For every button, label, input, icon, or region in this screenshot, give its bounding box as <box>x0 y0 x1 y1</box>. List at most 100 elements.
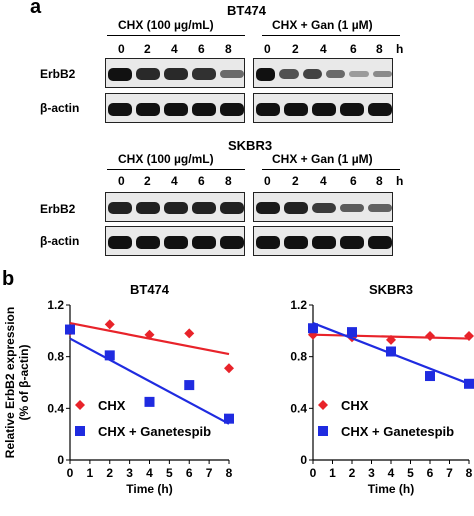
data-point-ganetespib <box>184 380 195 391</box>
data-point-ganetespib <box>308 323 318 334</box>
blot-band <box>368 235 392 249</box>
data-point-chx <box>144 329 155 340</box>
data-point-ganetespib <box>224 413 234 424</box>
block2-cond-right-underline <box>262 169 400 170</box>
time-label-right-0: 0 <box>264 174 271 188</box>
x-tick-label: 0 <box>67 466 74 480</box>
x-tick-label: 8 <box>466 466 473 480</box>
block1-actin-blot-right <box>253 93 393 123</box>
block2-row1-label: ErbB2 <box>40 202 76 216</box>
blot-band <box>220 235 244 249</box>
block1-row1-label: ErbB2 <box>40 67 76 81</box>
x-tick-label: 5 <box>407 466 414 480</box>
x-tick-label: 7 <box>206 466 213 480</box>
blot-band <box>256 235 280 249</box>
data-point-ganetespib <box>386 346 396 357</box>
block1-erbb2-blot-left <box>105 58 245 88</box>
blot-band <box>136 102 160 116</box>
y-axis-label: Relative ErbB2 expression <box>3 307 17 458</box>
data-point-chx <box>464 331 474 341</box>
blot-band <box>220 201 244 215</box>
time-label-left-2: 2 <box>144 174 151 188</box>
blot-band <box>284 102 308 116</box>
blot-band <box>164 235 188 249</box>
blot-band <box>108 102 132 116</box>
blot-band <box>312 235 336 249</box>
time-label-right-8: 8 <box>376 42 383 56</box>
y-tick-label: 1.2 <box>47 298 64 312</box>
blot-band <box>164 102 188 116</box>
block1-actin-blot-left <box>105 93 245 123</box>
legend-label-ganetespib: CHX + Ganetespib <box>341 424 454 439</box>
time-label-left-0: 0 <box>118 42 125 56</box>
time-label-right-4: 4 <box>320 174 327 188</box>
data-point-ganetespib <box>104 350 115 361</box>
x-tick-label: 2 <box>106 466 113 480</box>
data-point-chx <box>425 331 435 341</box>
data-point-chx <box>184 328 195 339</box>
x-tick-label: 3 <box>126 466 133 480</box>
blot-band <box>164 201 188 215</box>
chart-title: SKBR3 <box>369 282 413 297</box>
y-axis-label: (% of β-actin) <box>17 345 31 421</box>
data-point-chx <box>104 319 115 330</box>
block2-erbb2-blot-left <box>105 192 245 222</box>
blot-band <box>164 68 188 80</box>
blot-band <box>136 201 160 215</box>
blot-band <box>340 235 364 249</box>
blot-band <box>284 235 308 249</box>
x-tick-label: 6 <box>186 466 193 480</box>
y-tick-label: 1.2 <box>290 298 307 312</box>
time-label-left-0: 0 <box>118 174 125 188</box>
data-point-ganetespib <box>464 378 474 389</box>
x-axis-label: Time (h) <box>126 482 172 496</box>
x-tick-label: 3 <box>368 466 375 480</box>
block2-actin-blot-right <box>253 226 393 256</box>
legend-marker-ganetespib <box>75 426 85 436</box>
blot-band <box>192 201 216 215</box>
x-tick-label: 4 <box>388 466 395 480</box>
time-label-right-6: 6 <box>350 174 357 188</box>
block1-row2-label: β-actin <box>40 101 80 115</box>
y-tick-label: 0.4 <box>290 401 307 415</box>
data-point-chx <box>224 363 234 374</box>
blot-band <box>312 102 336 116</box>
block2-actin-blot-left <box>105 226 245 256</box>
block2-cond-left: CHX (100 µg/mL) <box>118 152 214 166</box>
blot-band <box>136 68 160 80</box>
blot-band <box>368 203 392 213</box>
x-tick-label: 8 <box>226 466 233 480</box>
legend-label-ganetespib: CHX + Ganetespib <box>98 424 211 439</box>
x-tick-label: 6 <box>427 466 434 480</box>
data-point-ganetespib <box>144 396 155 407</box>
y-tick-label: 0 <box>57 453 64 467</box>
x-tick-label: 1 <box>87 466 94 480</box>
time-label-left-8: 8 <box>225 174 232 188</box>
legend-marker-chx <box>318 400 328 410</box>
blot-band <box>349 71 369 77</box>
y-tick-label: 0.4 <box>47 401 64 415</box>
block1-cond-right: CHX + Gan (1 µM) <box>272 18 373 32</box>
block2-cond-right: CHX + Gan (1 µM) <box>272 152 373 166</box>
block2-cond-left-underline <box>107 169 245 170</box>
blot-band <box>256 102 280 116</box>
block1-cond-left-underline <box>107 35 245 36</box>
blot-band <box>340 102 364 116</box>
time-label-right-4: 4 <box>320 42 327 56</box>
time-label-right-8: 8 <box>376 174 383 188</box>
panel-b-letter: b <box>2 268 15 290</box>
blot-band <box>220 102 244 116</box>
y-tick-label: 0 <box>300 453 307 467</box>
y-tick-label: 0.8 <box>47 350 64 364</box>
time-label-right-2: 2 <box>292 42 299 56</box>
time-label-left-6: 6 <box>198 174 205 188</box>
x-axis-label: Time (h) <box>368 482 414 496</box>
block2-row2-label: β-actin <box>40 234 80 248</box>
trend-line-ganetespib <box>69 337 230 425</box>
x-tick-label: 0 <box>310 466 317 480</box>
time-label-right-2: 2 <box>292 174 299 188</box>
blot-band <box>312 202 336 214</box>
blot-band <box>368 102 392 116</box>
blot-band <box>340 203 364 213</box>
